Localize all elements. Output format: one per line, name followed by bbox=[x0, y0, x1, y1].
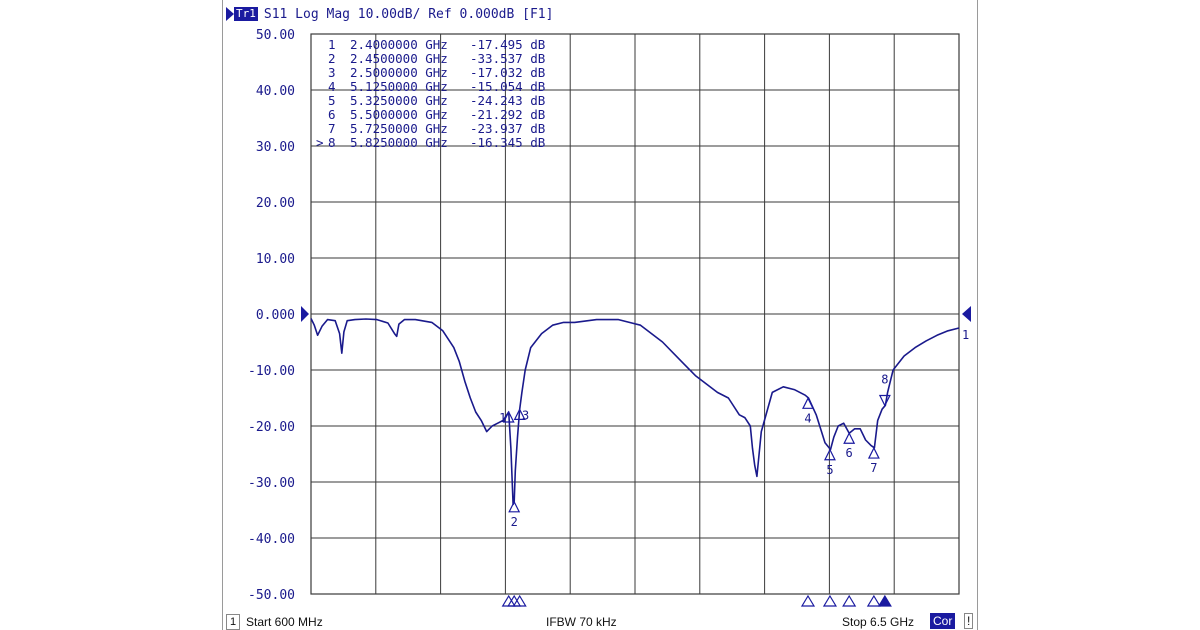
y-tick-label: 0.000 bbox=[256, 308, 295, 323]
marker-table-frequency: 5.8250000 GHz bbox=[350, 135, 448, 150]
trace-badge: Tr1 bbox=[234, 7, 258, 21]
marker-table-id[interactable]: 2 bbox=[328, 51, 336, 66]
marker-triangle[interactable] bbox=[843, 431, 856, 444]
ifbw-readout[interactable]: IFBW 70 kHz bbox=[546, 615, 617, 629]
y-tick-label: 40.00 bbox=[256, 84, 295, 99]
marker-triangle[interactable] bbox=[823, 448, 836, 461]
y-tick-label: -50.00 bbox=[248, 588, 295, 603]
marker-table-frequency: 2.5000000 GHz bbox=[350, 65, 448, 80]
marker-label: 2 bbox=[511, 515, 518, 529]
active-marker-pointer-icon: > bbox=[316, 135, 324, 150]
marker-position-indicator-icon[interactable] bbox=[842, 594, 857, 607]
marker-table-id[interactable]: 3 bbox=[328, 65, 336, 80]
y-tick-label: 20.00 bbox=[256, 196, 295, 211]
marker-label: 1 bbox=[499, 411, 506, 425]
marker-table-value: -33.537 dB bbox=[470, 51, 545, 66]
y-tick-label: -10.00 bbox=[248, 364, 295, 379]
marker-table-frequency: 2.4500000 GHz bbox=[350, 51, 448, 66]
trace-title[interactable]: S11 Log Mag 10.00dB/ Ref 0.000dB [F1] bbox=[263, 6, 554, 22]
marker-label: 7 bbox=[870, 461, 877, 475]
marker-label: 5 bbox=[826, 463, 833, 477]
marker-table-value: -17.032 dB bbox=[470, 65, 545, 80]
y-tick-label: -40.00 bbox=[248, 532, 295, 547]
marker-position-indicator-icon[interactable] bbox=[877, 594, 892, 607]
marker-triangle[interactable] bbox=[513, 408, 526, 420]
marker-triangle[interactable] bbox=[502, 410, 515, 423]
marker-label: 4 bbox=[804, 411, 811, 425]
marker-table-id[interactable]: 1 bbox=[328, 37, 336, 52]
y-tick-label: 50.00 bbox=[256, 28, 295, 43]
trace-selector-button[interactable]: Tr1 bbox=[226, 7, 258, 21]
y-tick-label: 10.00 bbox=[256, 252, 295, 267]
marker-table-id[interactable]: 7 bbox=[328, 121, 336, 136]
y-tick-label: -20.00 bbox=[248, 420, 295, 435]
marker-table-value: -23.937 dB bbox=[470, 121, 545, 136]
marker-table-frequency: 5.1250000 GHz bbox=[350, 79, 448, 94]
marker-table-value: -24.243 dB bbox=[470, 93, 545, 108]
marker-table-frequency: 2.4000000 GHz bbox=[350, 37, 448, 52]
marker-triangle[interactable] bbox=[878, 394, 891, 407]
y-tick-label: -30.00 bbox=[248, 476, 295, 491]
channel-indicator[interactable]: 1 bbox=[226, 614, 240, 630]
marker-table-id[interactable]: 8 bbox=[328, 135, 336, 150]
reference-level-left-arrow-icon[interactable] bbox=[301, 306, 309, 322]
y-tick-label: 30.00 bbox=[256, 140, 295, 155]
trace-active-arrow-icon bbox=[226, 7, 234, 21]
marker-triangle[interactable] bbox=[802, 396, 814, 409]
marker-table-frequency: 5.7250000 GHz bbox=[350, 121, 448, 136]
marker-position-indicator-icon[interactable] bbox=[512, 594, 527, 607]
marker-triangle[interactable] bbox=[508, 500, 521, 513]
marker-table-frequency: 5.5000000 GHz bbox=[350, 107, 448, 122]
start-frequency[interactable]: Start 600 MHz bbox=[246, 615, 323, 629]
marker-table-value: -15.054 dB bbox=[470, 79, 545, 94]
marker-table-id[interactable]: 6 bbox=[328, 107, 336, 122]
marker-table-value: -21.292 dB bbox=[470, 107, 545, 122]
status-bar: 1 Start 600 MHz IFBW 70 kHz Stop 6.5 GHz… bbox=[222, 612, 976, 630]
trace-header: Tr1 S11 Log Mag 10.00dB/ Ref 0.000dB [F1… bbox=[226, 4, 553, 24]
correction-status-badge[interactable]: Cor bbox=[930, 613, 956, 629]
marker-label: 3 bbox=[522, 408, 529, 422]
marker-position-indicator-icon[interactable] bbox=[800, 594, 816, 607]
stop-frequency[interactable]: Stop 6.5 GHz bbox=[842, 615, 915, 629]
marker-table-frequency: 5.3250000 GHz bbox=[350, 93, 448, 108]
marker-table-value: -16.345 dB bbox=[470, 135, 545, 150]
marker-table-id[interactable]: 5 bbox=[328, 93, 336, 108]
marker-position-indicator-icon[interactable] bbox=[866, 594, 881, 607]
marker-position-indicator-icon[interactable] bbox=[822, 594, 838, 607]
reference-level-right-arrow-icon[interactable] bbox=[962, 306, 971, 322]
marker-label: 8 bbox=[881, 373, 888, 387]
warning-indicator: ! bbox=[964, 613, 974, 629]
marker-label: 6 bbox=[846, 446, 853, 460]
smith-logmag-chart[interactable]: 50.00 40.00 30.00 20.00 10.00 0.000 -10.00 -20.… bbox=[0, 0, 1200, 612]
marker-table-id[interactable]: 4 bbox=[328, 79, 336, 94]
marker-table-value: -17.495 dB bbox=[470, 37, 545, 52]
marker-triangle[interactable] bbox=[867, 446, 880, 459]
trace-end-label: 1 bbox=[962, 328, 969, 342]
s11-trace-line bbox=[310, 318, 960, 506]
